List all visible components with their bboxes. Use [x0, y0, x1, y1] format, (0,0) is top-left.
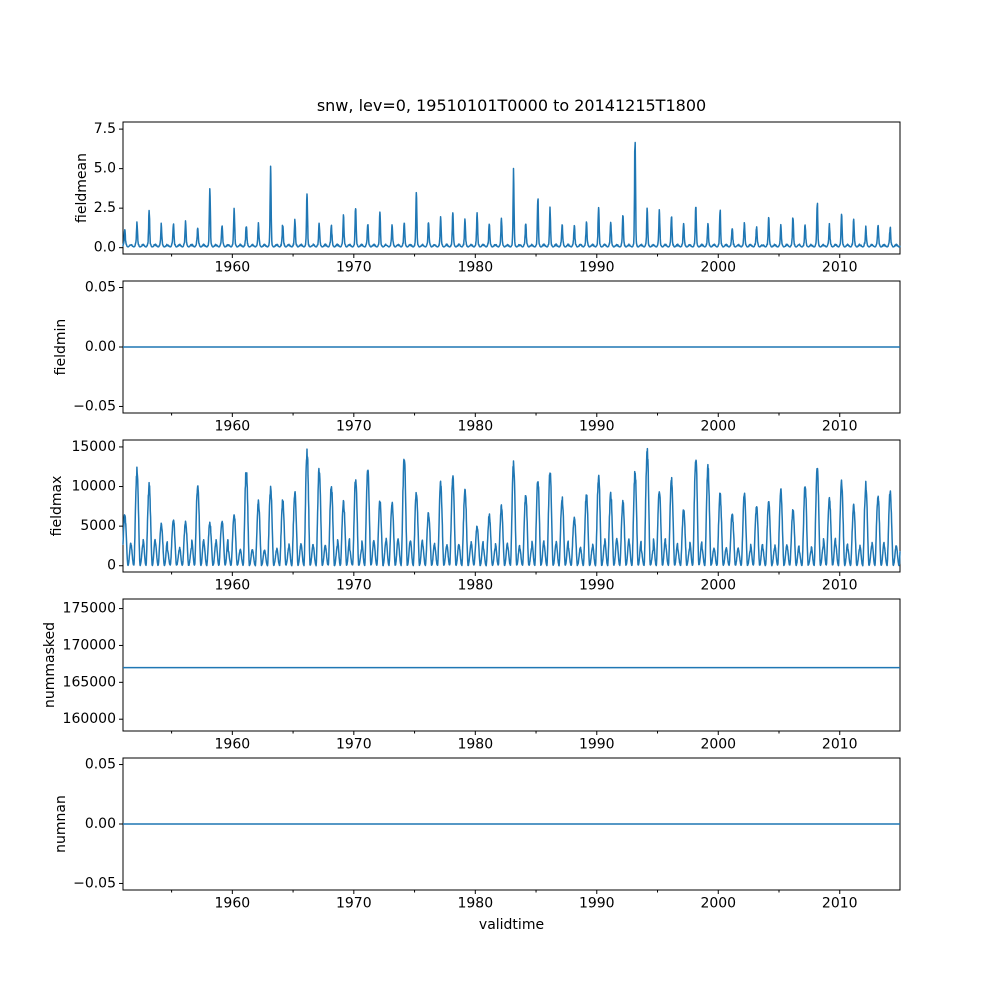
x-tick-label: 2000	[700, 419, 736, 435]
y-tick-label: 175000	[63, 601, 116, 617]
y-tick-label: 15000	[71, 439, 116, 455]
y-tick-label: 0.05	[85, 280, 116, 296]
subplot-fieldmax: 0 5000 10000 15000 1960 1970 1980 1990 2000 2010 f…	[49, 439, 901, 594]
x-tick-label: 1960	[215, 896, 251, 912]
y-tick-label: 10000	[71, 479, 116, 495]
x-tick-label: 2010	[822, 260, 858, 276]
y-tick-label: 5.0	[94, 161, 116, 177]
subplot-fieldmin: −0.05 0.00 0.05 1960 1970 1980 1990 2000 2010 fie…	[53, 280, 901, 435]
y-tick-label: −0.05	[73, 875, 116, 891]
y-tick-label: 0.00	[85, 816, 116, 832]
y-tick-label: 7.5	[94, 121, 116, 137]
x-tick-label: 2010	[822, 737, 858, 753]
y-tick-label: 0.05	[85, 757, 116, 773]
ylabel-numnan: numnan	[53, 795, 69, 853]
x-tick-label: 1990	[579, 419, 615, 435]
x-tick-label: 2010	[822, 578, 858, 594]
x-tick-label: 1970	[336, 419, 372, 435]
x-tick-label: 1990	[579, 737, 615, 753]
fieldmax-line	[122, 447, 901, 567]
y-tick-label: 170000	[63, 637, 116, 653]
x-tick-label: 2000	[700, 578, 736, 594]
x-tick-label: 1980	[457, 896, 493, 912]
y-tick-label: 2.5	[94, 200, 116, 216]
x-tick-label: 2000	[700, 896, 736, 912]
y-tick-label: 0.0	[94, 240, 116, 256]
subplot-nummasked: 160000 165000 170000 175000 1960 1970 1980 1990…	[42, 598, 901, 753]
subplot-numnan: −0.05 0.00 0.05 1960 1970 1980 1990 2000 2010 num…	[53, 757, 901, 912]
x-tick-label: 1970	[336, 896, 372, 912]
y-tick-label: 0.00	[85, 339, 116, 355]
x-tick-label: 1960	[215, 737, 251, 753]
x-tick-label: 1980	[457, 260, 493, 276]
x-tick-label: 1980	[457, 578, 493, 594]
x-tick-label: 2000	[700, 260, 736, 276]
x-tick-label: 2000	[700, 737, 736, 753]
x-tick-label: 1970	[336, 260, 372, 276]
x-tick-label: 1960	[215, 419, 251, 435]
axes-frame	[122, 598, 901, 732]
axes-frame	[122, 439, 901, 573]
x-tick-label: 1970	[336, 578, 372, 594]
chart-title: snw, lev=0, 19510101T0000 to 20141215T18…	[317, 96, 706, 115]
x-tick-label: 1990	[579, 260, 615, 276]
ylabel-fieldmax: fieldmax	[49, 476, 65, 537]
ylabel-nummasked: nummasked	[42, 622, 58, 708]
y-tick-label: 0	[107, 558, 116, 574]
x-tick-label: 1990	[579, 896, 615, 912]
y-tick-label: −0.05	[73, 398, 116, 414]
ylabel-fieldmin: fieldmin	[53, 319, 69, 376]
x-tick-label: 2010	[822, 896, 858, 912]
y-tick-label: 165000	[63, 674, 116, 690]
subplot-fieldmean: 0.0 2.5 5.0 7.5 1960 1970 1980 1990 2000 2010 fiel…	[74, 121, 901, 276]
fieldmean-line	[122, 141, 901, 248]
x-tick-label: 1980	[457, 419, 493, 435]
x-tick-label: 1980	[457, 737, 493, 753]
x-tick-label: 1960	[215, 578, 251, 594]
y-tick-label: 160000	[63, 711, 116, 727]
y-tick-label: 5000	[80, 518, 116, 534]
x-tick-label: 1990	[579, 578, 615, 594]
x-tick-label: 1960	[215, 260, 251, 276]
x-tick-label: 1970	[336, 737, 372, 753]
ylabel-fieldmean: fieldmean	[74, 153, 90, 223]
x-axis-label: validtime	[479, 917, 544, 933]
x-tick-label: 2010	[822, 419, 858, 435]
axes-frame	[122, 121, 901, 255]
